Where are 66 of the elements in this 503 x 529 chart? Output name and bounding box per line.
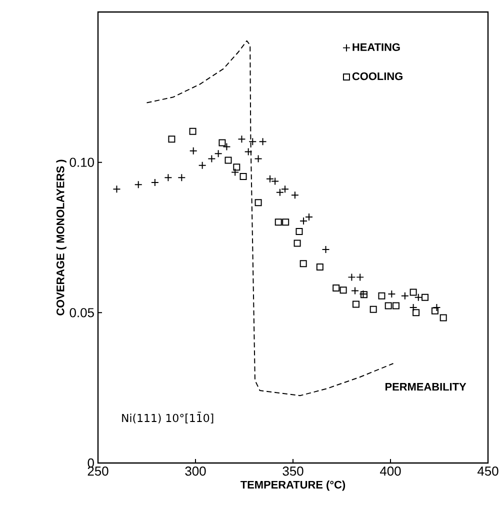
point	[384, 302, 392, 310]
point	[134, 180, 142, 189]
point	[281, 185, 290, 194]
point	[240, 172, 247, 180]
point	[150, 178, 159, 186]
point	[224, 156, 232, 164]
point	[409, 304, 418, 312]
y-tick-label: 0.10	[70, 158, 94, 167]
point	[294, 240, 301, 247]
point	[440, 314, 447, 322]
y-tick-label: 0.05	[70, 308, 94, 318]
point	[300, 216, 308, 225]
point	[198, 161, 206, 170]
point	[414, 293, 422, 302]
point	[168, 136, 176, 143]
point	[218, 139, 226, 146]
point	[432, 304, 441, 312]
point	[258, 138, 267, 146]
point	[189, 128, 196, 135]
point	[316, 263, 324, 270]
point	[322, 246, 330, 254]
point	[378, 292, 386, 300]
point	[189, 146, 198, 155]
point	[410, 288, 417, 296]
y-axis-title: COVERAGE ( MONOLAYERS )	[56, 160, 66, 316]
point	[222, 142, 231, 151]
point	[244, 148, 252, 156]
x-tick-label: 300	[185, 466, 206, 476]
point	[340, 286, 347, 294]
point	[388, 290, 396, 298]
point	[282, 218, 290, 226]
point	[348, 273, 356, 282]
point	[412, 309, 420, 316]
point	[352, 300, 360, 308]
point	[248, 138, 257, 146]
point	[290, 191, 299, 200]
point	[276, 188, 284, 196]
legend-label: COOLING	[352, 72, 402, 80]
point	[392, 302, 400, 310]
point	[164, 174, 172, 182]
point	[178, 174, 186, 182]
point	[214, 150, 222, 158]
point	[304, 213, 313, 222]
point	[254, 154, 262, 163]
point	[254, 199, 262, 206]
x-tick-label: 350	[282, 466, 304, 476]
point	[112, 185, 121, 194]
point	[422, 294, 429, 301]
point	[356, 273, 364, 282]
point	[431, 307, 438, 314]
point	[332, 284, 340, 292]
series-label: PERMEABILITY	[385, 383, 466, 391]
point	[370, 306, 377, 313]
point	[296, 228, 303, 235]
annotation: Ni(111) 10°[11̄0]	[122, 412, 214, 424]
point	[274, 218, 282, 226]
point	[208, 154, 216, 163]
point	[351, 286, 360, 295]
x-tick-label: 250	[88, 466, 108, 476]
x-tick-label: 450	[477, 466, 498, 476]
legend-label: HEATING	[352, 43, 400, 51]
point	[238, 135, 246, 144]
x-tick-label: 400	[380, 466, 401, 476]
point	[400, 292, 409, 300]
x-axis-title: TEMPERATURE (°C)	[240, 480, 346, 491]
point	[300, 260, 307, 268]
